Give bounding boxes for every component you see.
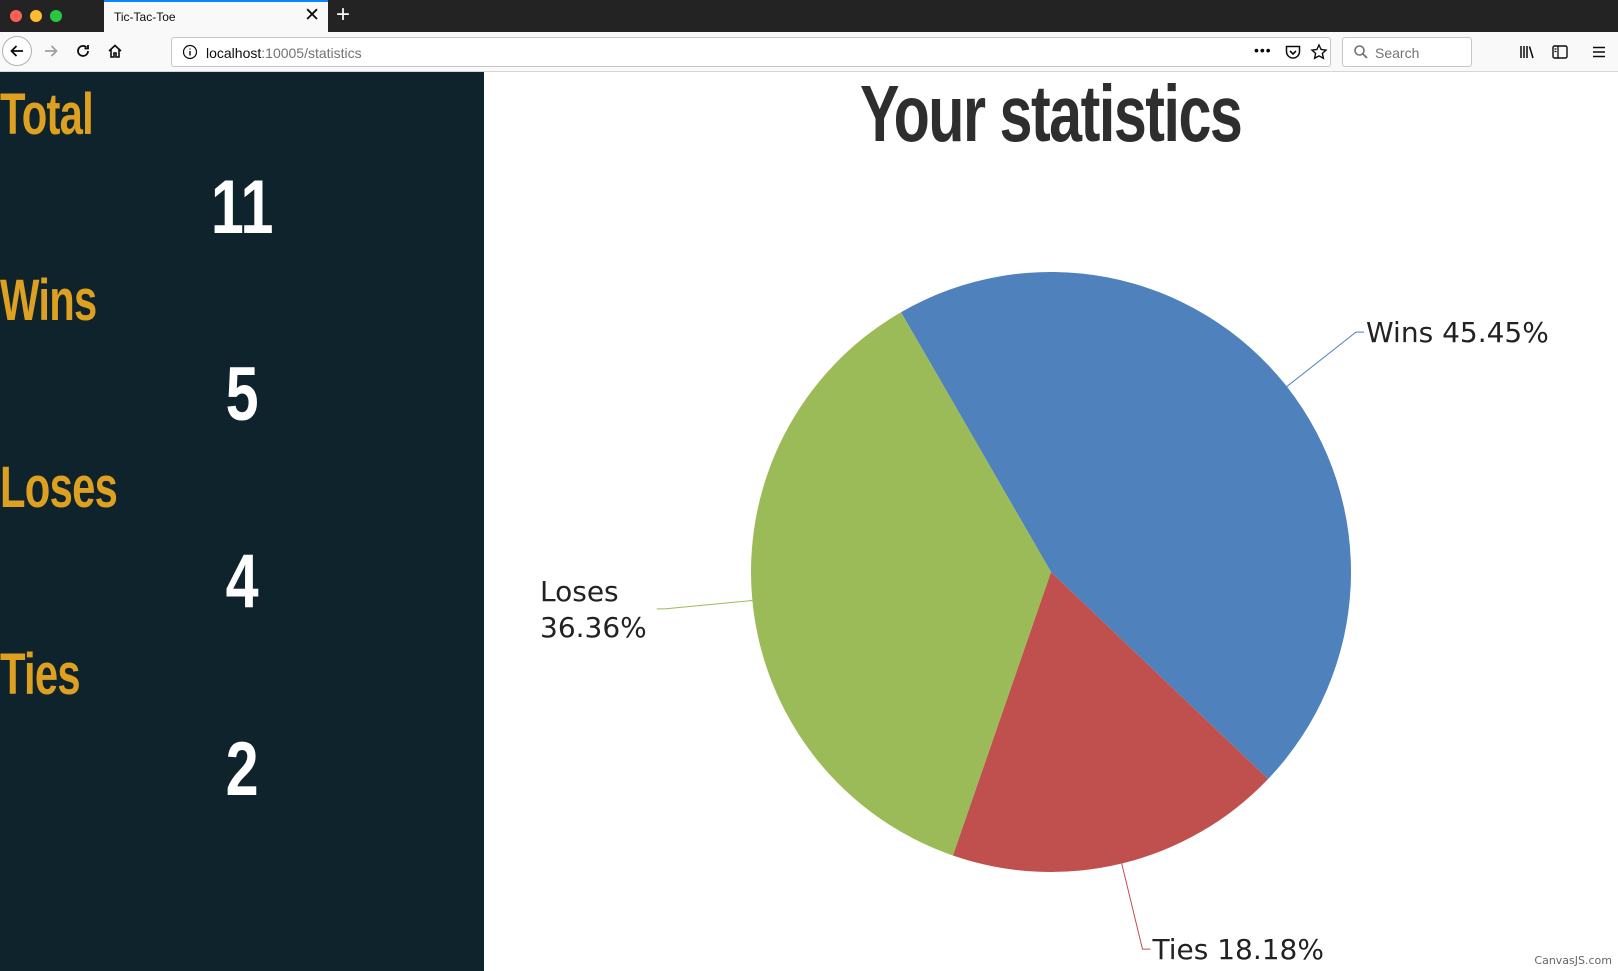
stats-sidebar: Total 11 Wins 5 Loses 4 Ties 2: [0, 72, 484, 971]
minimize-window-button[interactable]: [30, 10, 42, 22]
bookmark-star-icon[interactable]: [1310, 43, 1328, 61]
close-window-button[interactable]: [10, 10, 22, 22]
home-button[interactable]: [100, 36, 130, 66]
pie-slice-wins[interactable]: [901, 271, 1352, 780]
slice-label-loses: Loses 36.36%: [540, 575, 647, 644]
url-text[interactable]: localhost:10005/statistics: [206, 45, 362, 61]
home-icon: [108, 44, 122, 58]
pie-chart: Wins 45.45% Ties 18.18% Loses 36.36%: [540, 271, 1549, 966]
reload-icon: [77, 45, 89, 57]
url-path: :10005/statistics: [261, 45, 362, 61]
site-info-icon[interactable]: [182, 44, 198, 60]
reload-button[interactable]: [68, 36, 98, 66]
search-field[interactable]: Search: [1342, 37, 1472, 67]
total-label: Total: [0, 82, 94, 147]
back-arrow-icon: [10, 45, 23, 57]
back-button[interactable]: [2, 36, 32, 66]
wins-value: 5: [225, 352, 259, 437]
search-placeholder: Search: [1375, 45, 1420, 61]
label-connector-loses: [656, 600, 753, 610]
menu-icon[interactable]: [1590, 43, 1608, 61]
main-content: Your statistics Wins 45.45% Ties 18.18% Lo…: [484, 72, 1618, 971]
page-title: Your statistics: [860, 69, 1243, 158]
pie-slice-ties[interactable]: [952, 572, 1269, 873]
total-value: 11: [210, 165, 274, 250]
new-tab-button[interactable]: +: [336, 1, 351, 28]
canvasjs-credit[interactable]: CanvasJS.com: [1534, 954, 1612, 967]
ties-value: 2: [225, 727, 259, 812]
pie-slice-loses[interactable]: [750, 312, 1051, 856]
ties-label: Ties: [0, 642, 81, 707]
navigation-toolbar: localhost:10005/statistics ••• Search: [0, 32, 1618, 72]
tab-title: Tic-Tac-Toe: [114, 10, 176, 24]
address-bar[interactable]: localhost:10005/statistics •••: [171, 37, 1331, 67]
maximize-window-button[interactable]: [50, 10, 62, 22]
label-connector-ties: [1121, 863, 1151, 950]
title-bar: Tic-Tac-Toe ✕ +: [0, 0, 1618, 32]
tab-tic-tac-toe[interactable]: Tic-Tac-Toe ✕: [104, 0, 328, 32]
sidebar-toggle-icon[interactable]: [1551, 43, 1569, 61]
loses-label: Loses: [0, 455, 118, 520]
label-connector-wins: [1286, 331, 1364, 387]
search-icon: [1354, 45, 1368, 59]
pocket-icon[interactable]: [1284, 43, 1302, 61]
more-actions-icon[interactable]: •••: [1254, 42, 1272, 58]
forward-button[interactable]: [36, 36, 66, 66]
url-host: localhost: [206, 45, 262, 61]
slice-label-wins: Wins 45.45%: [1366, 316, 1549, 349]
forward-arrow-icon: [45, 45, 58, 57]
tab-close-icon[interactable]: ✕: [304, 5, 320, 26]
library-icon[interactable]: [1518, 43, 1536, 61]
loses-value: 4: [225, 539, 259, 624]
slice-label-ties: Ties 18.18%: [1151, 933, 1324, 966]
wins-label: Wins: [0, 268, 97, 333]
